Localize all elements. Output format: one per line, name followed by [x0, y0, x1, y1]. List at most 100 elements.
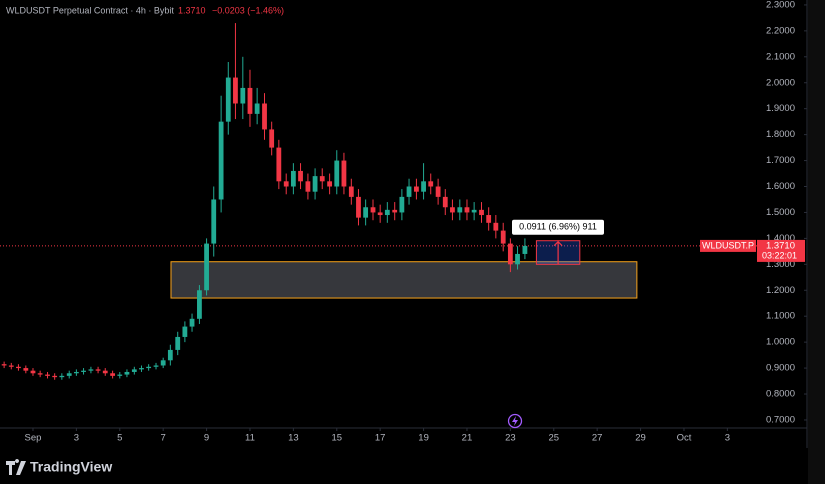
y-tick-label: 1.5000 [766, 207, 795, 218]
candle-body [500, 230, 506, 244]
y-tick-label: 1.1000 [766, 311, 795, 322]
y-tick-label: 1.8000 [766, 129, 795, 140]
symbol-tag-bg [700, 239, 756, 252]
support-zone [170, 261, 638, 299]
candle-body [384, 209, 390, 216]
y-tick-label: 1.2000 [766, 285, 795, 296]
candle-body [406, 186, 412, 197]
candle-body [507, 243, 513, 265]
x-tick-label: 19 [418, 433, 429, 444]
candle-body [37, 373, 43, 375]
last-price-label: 1.3710 [766, 240, 795, 251]
candle-body [146, 366, 152, 369]
candle-body [225, 77, 231, 122]
candle-body [175, 336, 181, 350]
candle-body [276, 147, 282, 182]
candle-body [442, 196, 448, 208]
candle-body [312, 176, 318, 192]
y-tick-label: 0.9000 [766, 363, 795, 374]
y-tick-label: 1.3000 [766, 259, 795, 270]
candle-body [421, 181, 426, 192]
candle-body [211, 199, 217, 244]
candle-body [522, 245, 528, 254]
header-change: −0.0203 (−1.46%) [212, 5, 284, 15]
y-tick-label: 1.4000 [766, 233, 795, 244]
candle-body [319, 176, 325, 182]
candle-body [479, 209, 484, 216]
brand-logo [6, 459, 26, 475]
candle-body [334, 160, 340, 187]
symbol-title: WLDUSDT Perpetual Contract · 4h · Bybit [6, 5, 174, 15]
candle-body [262, 103, 267, 130]
x-tick-label: 23 [505, 433, 516, 444]
candle-body [486, 215, 492, 223]
candle-body [160, 360, 166, 366]
candle-body [73, 371, 79, 374]
candle-body [363, 207, 369, 218]
candle-body [88, 369, 94, 371]
candle-body [457, 207, 463, 213]
candle-body [356, 196, 361, 218]
candle-body [370, 207, 376, 213]
candle-body [290, 170, 296, 187]
x-tick-label: 11 [245, 433, 255, 444]
candle-body [269, 129, 275, 148]
measure-label: 0.0911 (6.96%) 911 [519, 222, 597, 232]
y-tick-label: 2.3000 [766, 0, 795, 10]
candle-body [298, 170, 303, 182]
candle-body [95, 369, 101, 371]
candle-body [23, 368, 29, 371]
x-tick-label: 5 [117, 433, 122, 444]
candle-body [204, 243, 209, 291]
candle-body [45, 374, 50, 376]
candle-body [66, 373, 72, 376]
measure-label-bg [512, 219, 604, 235]
candle-body [392, 209, 398, 213]
plot-area [0, 23, 807, 380]
x-tick-label: 9 [204, 433, 209, 444]
candle-body [139, 368, 144, 370]
candle-body [471, 209, 477, 213]
candle-body [240, 87, 246, 104]
candle-body [341, 160, 347, 187]
y-tick-label: 2.2000 [766, 25, 795, 36]
candle-body [493, 222, 499, 231]
x-tick-label: 13 [288, 433, 299, 444]
candle-body [131, 369, 137, 372]
countdown: 03:22:01 [762, 250, 797, 260]
candle-body [189, 318, 195, 327]
x-tick-label: 25 [548, 433, 559, 444]
x-tick-label: Sep [25, 433, 42, 444]
candle-body [30, 370, 36, 374]
candle-body [110, 373, 116, 376]
candle-body [197, 290, 202, 319]
candle-body [414, 186, 419, 192]
candle-body [254, 103, 260, 114]
side-panel [808, 0, 825, 484]
candle-body [399, 196, 405, 213]
y-tick-label: 0.7000 [766, 414, 795, 425]
candle-body [59, 375, 65, 378]
header-last: 1.3710 [178, 5, 206, 15]
candle-body [450, 207, 455, 213]
candle-body [182, 326, 188, 337]
candle-body [305, 181, 311, 192]
candle-body [117, 374, 123, 376]
x-tick-label: 27 [592, 433, 603, 444]
candle-body [218, 121, 224, 200]
symbol-tag: WLDUSDT.P [702, 240, 754, 250]
candle-body [153, 365, 159, 367]
candle-body [8, 365, 14, 367]
event-bolt [512, 416, 518, 426]
header: WLDUSDT Perpetual Contract · 4h · Bybit … [6, 5, 284, 15]
x-tick-label: 21 [462, 433, 473, 444]
event-circle [507, 413, 523, 429]
y-tick-label: 1.9000 [766, 103, 795, 114]
candle-body [81, 370, 86, 372]
x-tick-label: 3 [74, 433, 79, 444]
candle-body [102, 370, 108, 374]
x-tick-label: 15 [331, 433, 342, 444]
candle-body [1, 364, 7, 366]
